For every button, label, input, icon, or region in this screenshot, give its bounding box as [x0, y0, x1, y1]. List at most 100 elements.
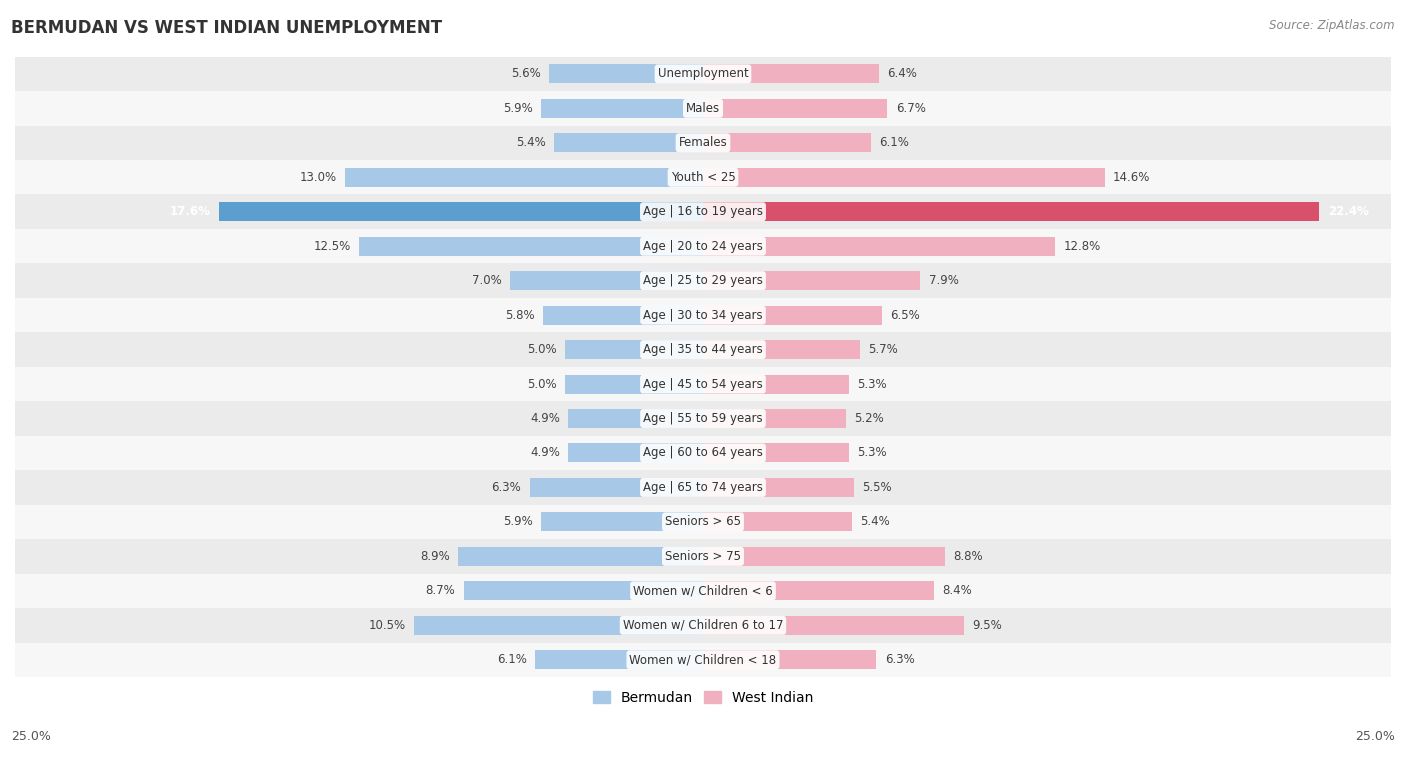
Text: Women w/ Children 6 to 17: Women w/ Children 6 to 17	[623, 618, 783, 632]
Text: Age | 20 to 24 years: Age | 20 to 24 years	[643, 240, 763, 253]
Bar	[565, 340, 703, 359]
Text: 14.6%: 14.6%	[1114, 171, 1150, 184]
Bar	[15, 332, 1391, 367]
Bar	[15, 367, 1391, 401]
Text: 5.3%: 5.3%	[858, 378, 887, 391]
Text: 5.7%: 5.7%	[868, 343, 898, 356]
Bar	[703, 650, 876, 669]
Bar	[703, 478, 855, 497]
Text: 8.8%: 8.8%	[953, 550, 983, 563]
Text: Age | 30 to 34 years: Age | 30 to 34 years	[643, 309, 763, 322]
Text: 7.9%: 7.9%	[929, 274, 959, 287]
Bar	[568, 444, 703, 463]
Text: Males: Males	[686, 102, 720, 115]
Bar	[536, 650, 703, 669]
Text: 6.5%: 6.5%	[890, 309, 920, 322]
Bar	[703, 133, 870, 152]
Bar	[703, 615, 965, 635]
Text: 22.4%: 22.4%	[1327, 205, 1368, 218]
Bar	[703, 99, 887, 118]
Text: Females: Females	[679, 136, 727, 149]
Bar	[15, 643, 1391, 677]
Bar	[703, 512, 852, 531]
Bar	[359, 237, 703, 256]
Bar	[703, 271, 921, 290]
Text: Age | 35 to 44 years: Age | 35 to 44 years	[643, 343, 763, 356]
Bar	[703, 64, 879, 83]
Text: 25.0%: 25.0%	[1355, 731, 1395, 743]
Text: 8.4%: 8.4%	[942, 584, 972, 597]
Text: 5.0%: 5.0%	[527, 343, 557, 356]
Bar	[219, 202, 703, 221]
Text: 4.9%: 4.9%	[530, 447, 560, 459]
Bar	[346, 168, 703, 187]
Bar	[15, 505, 1391, 539]
Text: Seniors > 65: Seniors > 65	[665, 516, 741, 528]
Text: 5.9%: 5.9%	[502, 102, 533, 115]
Bar	[413, 615, 703, 635]
Bar	[15, 160, 1391, 195]
Bar	[15, 608, 1391, 643]
Text: Age | 25 to 29 years: Age | 25 to 29 years	[643, 274, 763, 287]
Text: 13.0%: 13.0%	[299, 171, 337, 184]
Text: 5.4%: 5.4%	[860, 516, 890, 528]
Text: 7.0%: 7.0%	[472, 274, 502, 287]
Text: Youth < 25: Youth < 25	[671, 171, 735, 184]
Text: 6.3%: 6.3%	[492, 481, 522, 494]
Text: Age | 16 to 19 years: Age | 16 to 19 years	[643, 205, 763, 218]
Text: 8.9%: 8.9%	[420, 550, 450, 563]
Bar	[543, 306, 703, 325]
Bar	[703, 409, 846, 428]
Text: Age | 60 to 64 years: Age | 60 to 64 years	[643, 447, 763, 459]
Bar	[541, 512, 703, 531]
Bar	[15, 470, 1391, 505]
Text: 6.7%: 6.7%	[896, 102, 925, 115]
Text: 5.0%: 5.0%	[527, 378, 557, 391]
Text: Unemployment: Unemployment	[658, 67, 748, 80]
Bar	[703, 237, 1056, 256]
Bar	[15, 195, 1391, 229]
Bar	[703, 168, 1105, 187]
Bar	[15, 436, 1391, 470]
Text: 5.9%: 5.9%	[502, 516, 533, 528]
Text: 10.5%: 10.5%	[368, 618, 406, 632]
Bar	[541, 99, 703, 118]
Text: 5.4%: 5.4%	[516, 136, 546, 149]
Text: Age | 45 to 54 years: Age | 45 to 54 years	[643, 378, 763, 391]
Legend: Bermudan, West Indian: Bermudan, West Indian	[588, 685, 818, 710]
Text: 6.1%: 6.1%	[496, 653, 527, 666]
Bar	[15, 91, 1391, 126]
Bar	[530, 478, 703, 497]
Bar	[703, 202, 1319, 221]
Bar	[464, 581, 703, 600]
Bar	[510, 271, 703, 290]
Text: Women w/ Children < 18: Women w/ Children < 18	[630, 653, 776, 666]
Text: 25.0%: 25.0%	[11, 731, 51, 743]
Bar	[15, 57, 1391, 91]
Bar	[568, 409, 703, 428]
Text: 5.6%: 5.6%	[510, 67, 541, 80]
Text: 5.3%: 5.3%	[858, 447, 887, 459]
Text: 6.1%: 6.1%	[879, 136, 910, 149]
Text: 9.5%: 9.5%	[973, 618, 1002, 632]
Bar	[15, 126, 1391, 160]
Text: Seniors > 75: Seniors > 75	[665, 550, 741, 563]
Bar	[703, 547, 945, 565]
Bar	[15, 263, 1391, 298]
Text: 4.9%: 4.9%	[530, 412, 560, 425]
Bar	[703, 444, 849, 463]
Text: 6.3%: 6.3%	[884, 653, 914, 666]
Bar	[554, 133, 703, 152]
Bar	[565, 375, 703, 394]
Bar	[15, 298, 1391, 332]
Bar	[15, 229, 1391, 263]
Text: 6.4%: 6.4%	[887, 67, 917, 80]
Bar	[703, 306, 882, 325]
Text: 5.8%: 5.8%	[506, 309, 536, 322]
Text: 5.5%: 5.5%	[863, 481, 893, 494]
Bar	[703, 375, 849, 394]
Text: 12.5%: 12.5%	[314, 240, 350, 253]
Text: Source: ZipAtlas.com: Source: ZipAtlas.com	[1270, 19, 1395, 32]
Text: Age | 65 to 74 years: Age | 65 to 74 years	[643, 481, 763, 494]
Text: 12.8%: 12.8%	[1063, 240, 1101, 253]
